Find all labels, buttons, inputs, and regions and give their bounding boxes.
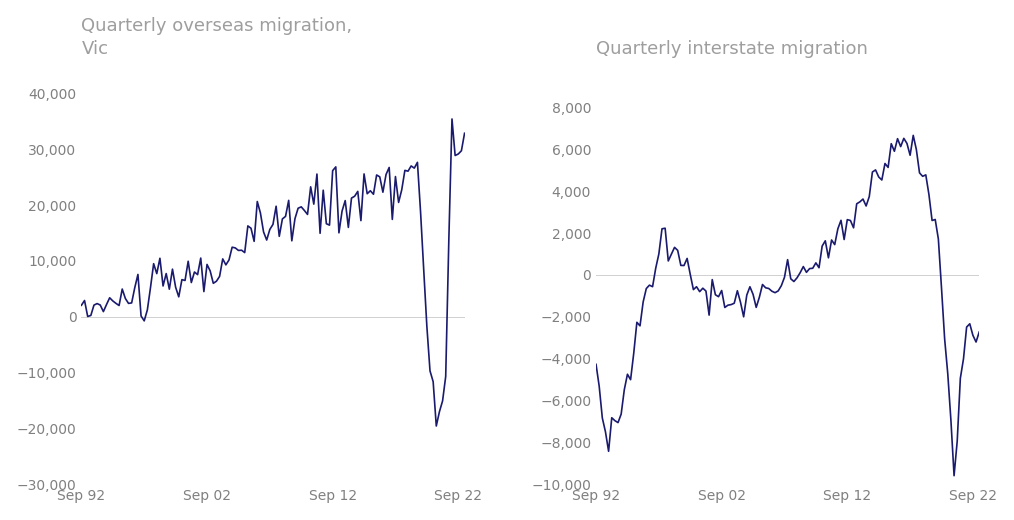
Text: Quarterly overseas migration,
Vic: Quarterly overseas migration, Vic — [81, 17, 353, 58]
Text: Quarterly interstate migration: Quarterly interstate migration — [596, 40, 868, 58]
